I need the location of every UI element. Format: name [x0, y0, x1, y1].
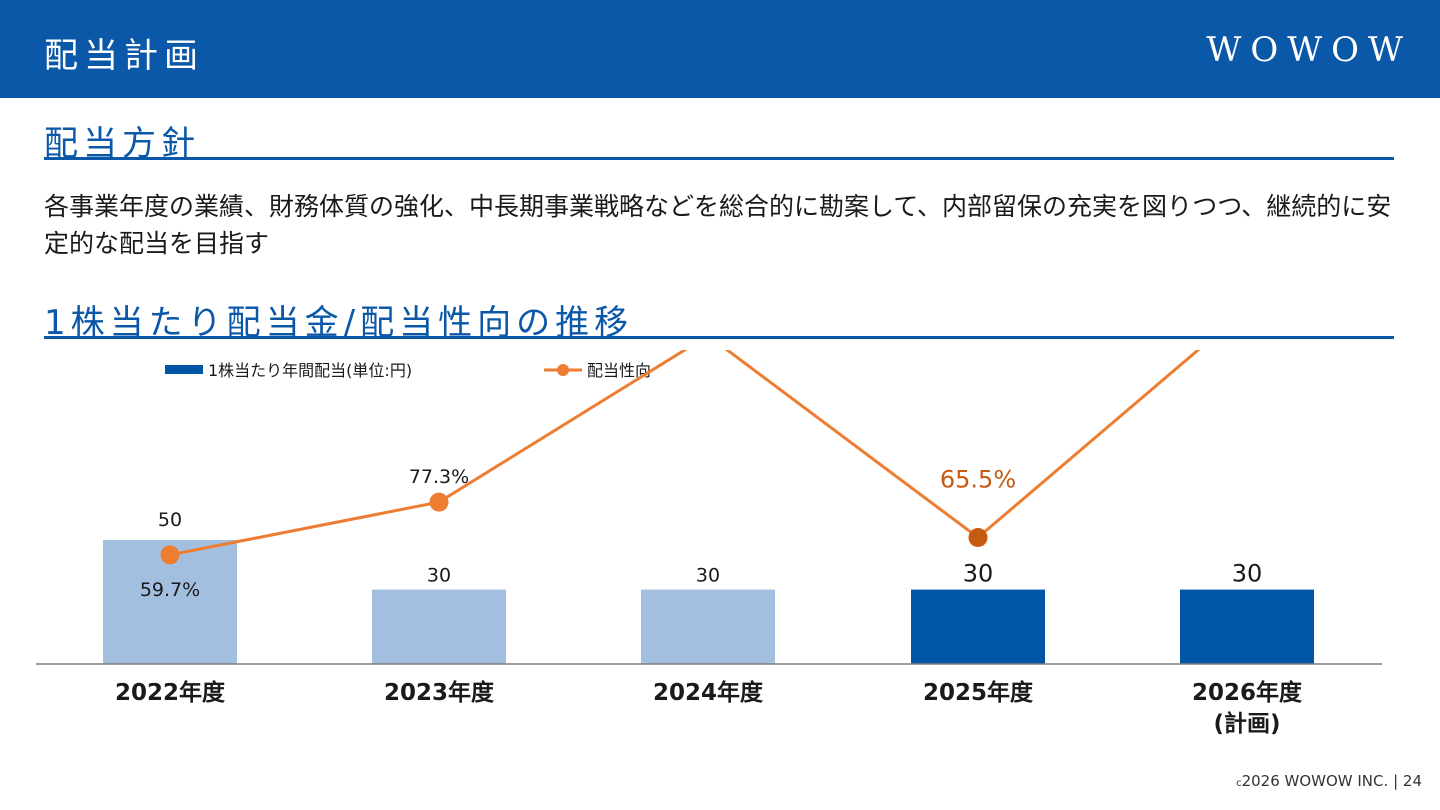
- payout-ratio-label-4: 65.5%: [940, 466, 1016, 494]
- payout-ratio-point-1: [160, 545, 180, 565]
- legend-bar-label: 1株当たり年間配当(単位:円): [208, 361, 412, 380]
- wowow-logo: WOWOW: [1206, 30, 1412, 70]
- x-tick-label-5-sub: (計画): [1213, 710, 1280, 737]
- footer-copyright: 2026 WOWOW INC.: [1241, 772, 1389, 790]
- bar-value-label-4: 30: [963, 560, 994, 588]
- policy-text: 各事業年度の業績、財務体質の強化、中長期事業戦略などを総合的に勘案して、内部留保…: [44, 192, 1392, 258]
- bar-3: [641, 589, 775, 664]
- page-number: 24: [1402, 772, 1422, 790]
- legend-bar-swatch: [165, 365, 203, 374]
- x-tick-label-5: 2026年度: [1192, 679, 1303, 706]
- dividend-chart: 1株当たり年間配当(単位:円) 配当性向 50 2022年度 30 2023年度 30 202…: [36, 350, 1382, 737]
- payout-ratio-line: [169, 350, 1201, 557]
- header-bar: 配当計画 WOWOW: [0, 0, 1440, 98]
- x-tick-label-4: 2025年度: [923, 679, 1034, 706]
- payout-ratio-label-2: 77.3%: [409, 466, 469, 488]
- bar-value-label-3: 30: [696, 565, 720, 587]
- chart-heading-rule: [44, 336, 1394, 339]
- bar-4: [911, 589, 1045, 664]
- footer-separator: |: [1393, 772, 1399, 790]
- bar-value-label-1: 50: [158, 509, 182, 531]
- x-tick-label-3: 2024年度: [653, 679, 764, 706]
- copyright-mark: c: [1236, 778, 1242, 789]
- bar-2: [372, 589, 506, 664]
- x-tick-label-2: 2023年度: [384, 679, 495, 706]
- bar-value-label-2: 30: [427, 565, 451, 587]
- policy-heading-rule: [44, 157, 1394, 160]
- x-tick-label-1: 2022年度: [115, 679, 226, 706]
- payout-ratio-label-1: 59.7%: [140, 579, 200, 601]
- bar-5: [1180, 589, 1314, 664]
- payout-ratio-point-4: [968, 528, 988, 547]
- legend-line-marker: [557, 364, 569, 376]
- footer: c2026 WOWOW INC. | 24: [1236, 772, 1422, 790]
- payout-ratio-point-2: [429, 492, 449, 512]
- page-title: 配当計画: [44, 36, 204, 76]
- bar-value-label-5: 30: [1232, 560, 1263, 588]
- legend-line-label: 配当性向: [587, 361, 651, 380]
